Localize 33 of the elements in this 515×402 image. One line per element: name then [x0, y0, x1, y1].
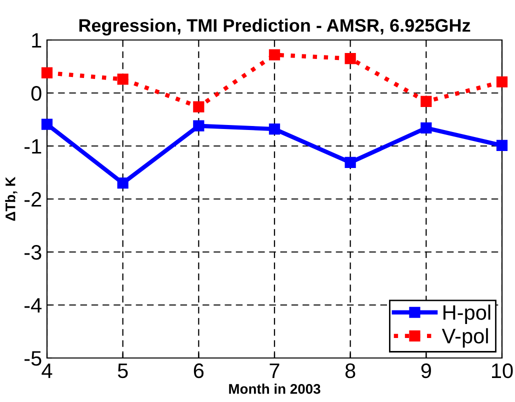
legend-label: H-pol	[444, 304, 490, 324]
point	[496, 76, 508, 88]
point	[268, 123, 280, 135]
x-axis-title: Month in 2003	[229, 384, 320, 394]
point	[41, 118, 53, 130]
x-tick-label: 6	[194, 363, 204, 378]
point	[420, 122, 432, 134]
y-tick-label: -5	[24, 351, 42, 366]
y-tick-label: -1	[24, 139, 42, 154]
y-axis-title: ΔTb, K	[5, 176, 18, 221]
chart-title: Regression, TMI Prediction - AMSR, 6.925GHz	[79, 18, 470, 36]
y-tick-label: -4	[24, 298, 42, 313]
y-tick-label: 1	[32, 33, 42, 48]
x-tick-label: 5	[118, 364, 128, 378]
legend-label: V-pol	[442, 328, 488, 348]
point	[344, 52, 356, 64]
x-tick-label: 7	[270, 364, 280, 378]
x-tick-label: 9	[421, 363, 431, 378]
y-tick-label: -3	[24, 245, 42, 260]
point	[344, 156, 356, 168]
point	[193, 120, 204, 132]
point	[41, 67, 53, 78]
point	[420, 96, 432, 108]
point	[117, 74, 128, 85]
x-tick-label: 4	[42, 364, 52, 378]
point	[268, 49, 280, 60]
x-tick-label: 10	[492, 363, 513, 378]
point	[496, 140, 508, 152]
point	[117, 178, 128, 189]
x-tick-label: 8	[345, 363, 356, 378]
y-tick-label: 0	[31, 86, 42, 101]
y-tick-label: -2	[24, 192, 42, 207]
point	[193, 101, 204, 112]
